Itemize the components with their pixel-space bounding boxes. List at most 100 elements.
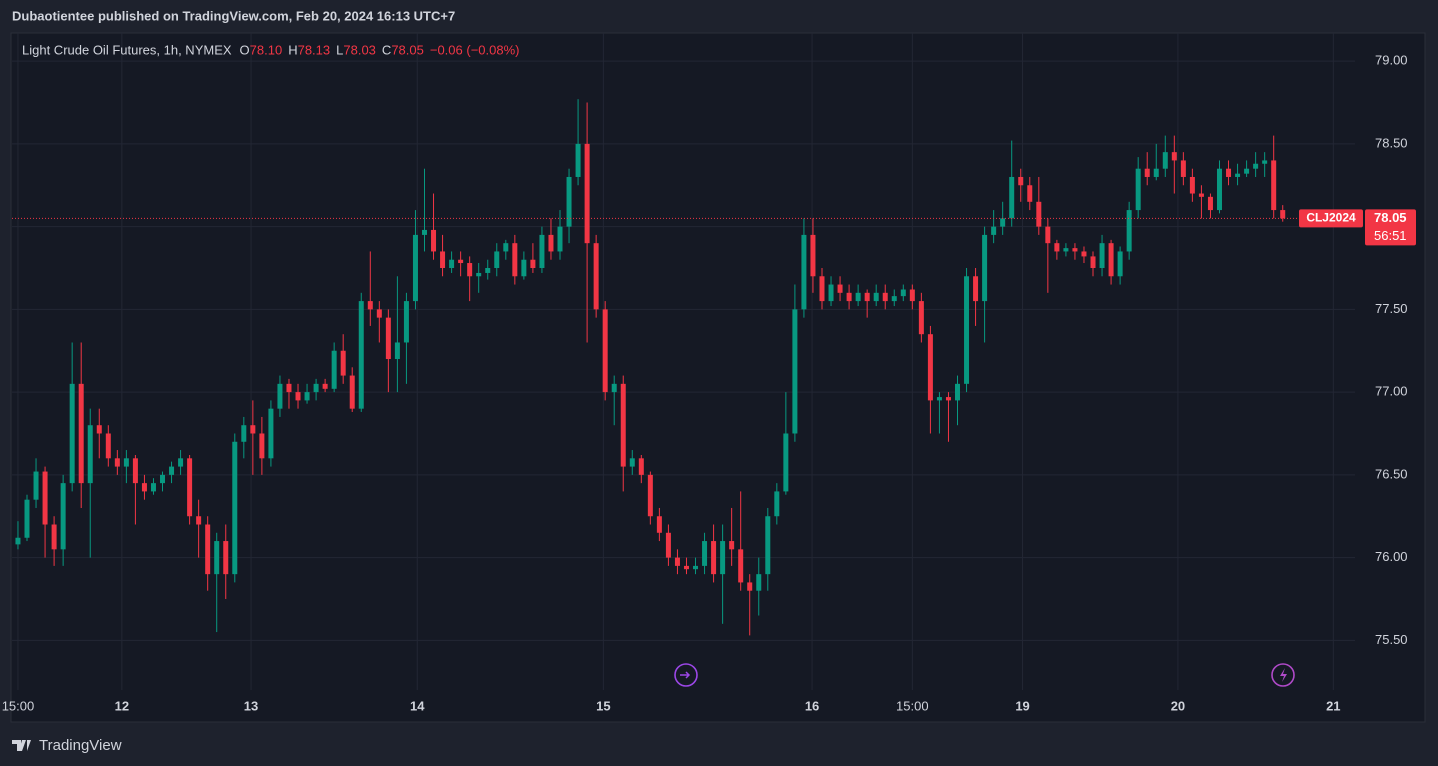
candle-body <box>150 483 156 492</box>
candle-body <box>485 267 491 273</box>
candle-body <box>819 276 825 302</box>
candle-body <box>955 383 961 401</box>
candle-body <box>178 458 184 467</box>
x-tick-label: 16 <box>805 698 819 713</box>
candle-body <box>982 234 988 302</box>
candle-body <box>674 557 680 566</box>
candle-body <box>160 474 166 484</box>
candle-body <box>304 392 310 401</box>
candle-body <box>1027 185 1033 202</box>
candle-body <box>1000 218 1006 227</box>
candle-body <box>774 491 780 517</box>
candle-body <box>1144 168 1150 177</box>
x-tick-label: 20 <box>1171 698 1185 713</box>
candle-body <box>720 541 726 575</box>
candle-body <box>629 458 635 467</box>
candle-body <box>87 425 93 484</box>
candle-body <box>647 474 653 517</box>
candle-body <box>1180 160 1186 177</box>
candle-body <box>945 397 951 401</box>
x-tick-label: 12 <box>115 698 129 713</box>
candle-body <box>1108 243 1114 277</box>
candle-body <box>421 229 427 235</box>
candle-body <box>259 433 265 459</box>
event-icon[interactable] <box>674 663 698 687</box>
candle-body <box>747 582 753 591</box>
candle-body <box>503 243 509 252</box>
candle-body <box>1009 176 1015 219</box>
candle-body <box>765 516 771 575</box>
candle-body <box>403 301 409 343</box>
legend-value: 78.05 <box>391 42 424 57</box>
x-tick-label: 13 <box>244 698 258 713</box>
candle-body <box>1054 243 1060 252</box>
candle-body <box>494 251 500 268</box>
candle-body <box>1135 168 1141 211</box>
candle-body <box>385 317 391 360</box>
candles <box>15 99 1286 636</box>
candle-body <box>530 259 536 268</box>
candle-body <box>756 574 762 591</box>
candle-body <box>141 483 147 492</box>
symbol-badge <box>1299 209 1363 228</box>
legend-value: 78.03 <box>343 42 376 57</box>
candle-body <box>539 234 545 268</box>
candle-body <box>873 292 879 302</box>
candle-body <box>1063 248 1069 252</box>
candle-body <box>1280 210 1286 219</box>
candle-body <box>792 309 798 434</box>
x-tick-label: 19 <box>1015 698 1029 713</box>
candle-body <box>991 226 997 235</box>
candle-body <box>241 425 247 442</box>
candle-body <box>1117 251 1123 277</box>
y-tick-label: 78.50 <box>1375 135 1408 150</box>
candle-body <box>927 334 933 401</box>
candle-body <box>566 176 572 227</box>
candle-body <box>521 259 527 277</box>
legend-key: O <box>240 42 250 57</box>
candle-body <box>855 292 861 302</box>
candle-body <box>1253 163 1259 169</box>
candle-body <box>114 458 120 467</box>
candle-body <box>656 516 662 533</box>
candle-body <box>810 234 816 277</box>
candle-body <box>412 234 418 302</box>
candle-body <box>187 458 193 517</box>
candle-body <box>223 541 229 575</box>
candle-body <box>702 541 708 566</box>
candle-body <box>575 143 581 177</box>
candle-body <box>909 289 915 302</box>
candle-body <box>69 383 75 484</box>
candle-body <box>683 565 689 570</box>
chart-pane <box>10 32 1426 723</box>
candle-body <box>431 229 437 252</box>
candle-body <box>1018 176 1024 186</box>
candle-body <box>349 375 355 409</box>
candle-body <box>1244 168 1250 174</box>
brand-logo <box>12 740 31 751</box>
candle-body <box>891 296 897 302</box>
countdown-text: 56:51 <box>1374 228 1407 243</box>
candle-body <box>1162 152 1168 169</box>
candle-body <box>286 383 292 393</box>
candle-body <box>1171 152 1177 161</box>
candle-body <box>729 541 735 550</box>
candle-body <box>837 284 843 293</box>
candle-body <box>467 263 473 277</box>
candle-body <box>440 251 446 268</box>
candle-body <box>1216 168 1222 211</box>
candle-body <box>1262 160 1268 164</box>
candle-body <box>313 383 319 393</box>
candle-body <box>1235 173 1241 177</box>
candle-body <box>295 392 301 401</box>
price-badge <box>1365 209 1416 246</box>
event-icon[interactable] <box>1271 663 1295 687</box>
candle-body <box>1189 176 1195 194</box>
candle-body <box>1126 210 1132 252</box>
x-tick-label: 15 <box>596 698 610 713</box>
candle-body <box>665 532 671 558</box>
event-icon-bolt <box>1280 668 1287 682</box>
candle-body <box>846 292 852 302</box>
candle-body <box>620 383 626 467</box>
